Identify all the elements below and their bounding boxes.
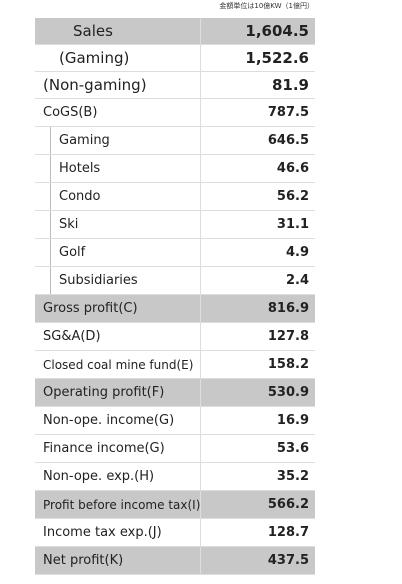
row-label: Sales [35, 18, 202, 45]
table-row: Closed coal mine fund(E) 158.2 [35, 350, 315, 379]
row-value: 158.2 [200, 350, 315, 379]
row-value: 4.9 [200, 238, 315, 267]
row-value: 53.6 [200, 434, 315, 463]
row-label: Gross profit(C) [35, 294, 202, 323]
row-value: 46.6 [200, 154, 315, 183]
table-row: Golf 4.9 [35, 238, 315, 267]
table-row: Sales 1,604.5 [35, 18, 315, 45]
row-label: Profit before income tax(I) [35, 490, 202, 519]
table-row: Income tax exp.(J) 128.7 [35, 518, 315, 547]
table-row: Non-ope. exp.(H) 35.2 [35, 462, 315, 491]
table-row: CoGS(B) 787.5 [35, 98, 315, 127]
income-table: Sales 1,604.5 (Gaming) 1,522.6 (Non-gaming) 8… [35, 18, 315, 575]
row-label: Golf [35, 238, 202, 267]
row-label: (Gaming) [35, 44, 202, 72]
row-label: Hotels [35, 154, 202, 183]
row-value: 16.9 [200, 406, 315, 435]
row-value: 437.5 [200, 546, 315, 575]
row-label: Non-ope. exp.(H) [35, 462, 202, 491]
row-value: 31.1 [200, 210, 315, 239]
row-label: Condo [35, 182, 202, 211]
row-value: 566.2 [200, 490, 315, 519]
table-row: Gaming 646.5 [35, 126, 315, 155]
row-label: Net profit(K) [35, 546, 202, 575]
row-value: 81.9 [200, 71, 315, 99]
row-label: Subsidiaries [35, 266, 202, 295]
row-value: 1,604.5 [200, 18, 315, 45]
table-row: (Non-gaming) 81.9 [35, 71, 315, 99]
table-row: Operating profit(F) 530.9 [35, 378, 315, 407]
row-label: CoGS(B) [35, 98, 202, 127]
row-label: Closed coal mine fund(E) [35, 350, 202, 379]
row-value: 35.2 [200, 462, 315, 491]
table-row: Net profit(K) 437.5 [35, 546, 315, 575]
table-row: Finance income(G) 53.6 [35, 434, 315, 463]
unit-note: 金額単位は10億KW（1億円） [219, 2, 314, 10]
table-body: Sales 1,604.5 (Gaming) 1,522.6 (Non-gaming) 8… [35, 18, 315, 575]
row-label: Finance income(G) [35, 434, 202, 463]
row-label: Income tax exp.(J) [35, 518, 202, 547]
row-value: 646.5 [200, 126, 315, 155]
row-value: 1,522.6 [200, 44, 315, 72]
row-value: 787.5 [200, 98, 315, 127]
row-value: 2.4 [200, 266, 315, 295]
table-row: Condo 56.2 [35, 182, 315, 211]
row-label: Gaming [35, 126, 202, 155]
row-value: 530.9 [200, 378, 315, 407]
row-label: Ski [35, 210, 202, 239]
row-label: SG&A(D) [35, 322, 202, 351]
table-row: Ski 31.1 [35, 210, 315, 239]
row-value: 128.7 [200, 518, 315, 547]
row-label: Operating profit(F) [35, 378, 202, 407]
row-value: 127.8 [200, 322, 315, 351]
table-row: Non-ope. income(G) 16.9 [35, 406, 315, 435]
table-row: Hotels 46.6 [35, 154, 315, 183]
table-row: Profit before income tax(I) 566.2 [35, 490, 315, 519]
row-label: (Non-gaming) [35, 71, 202, 99]
row-value: 816.9 [200, 294, 315, 323]
table-row: SG&A(D) 127.8 [35, 322, 315, 351]
table-row: Subsidiaries 2.4 [35, 266, 315, 295]
row-label: Non-ope. income(G) [35, 406, 202, 435]
table-row: (Gaming) 1,522.6 [35, 44, 315, 72]
table-row: Gross profit(C) 816.9 [35, 294, 315, 323]
row-value: 56.2 [200, 182, 315, 211]
